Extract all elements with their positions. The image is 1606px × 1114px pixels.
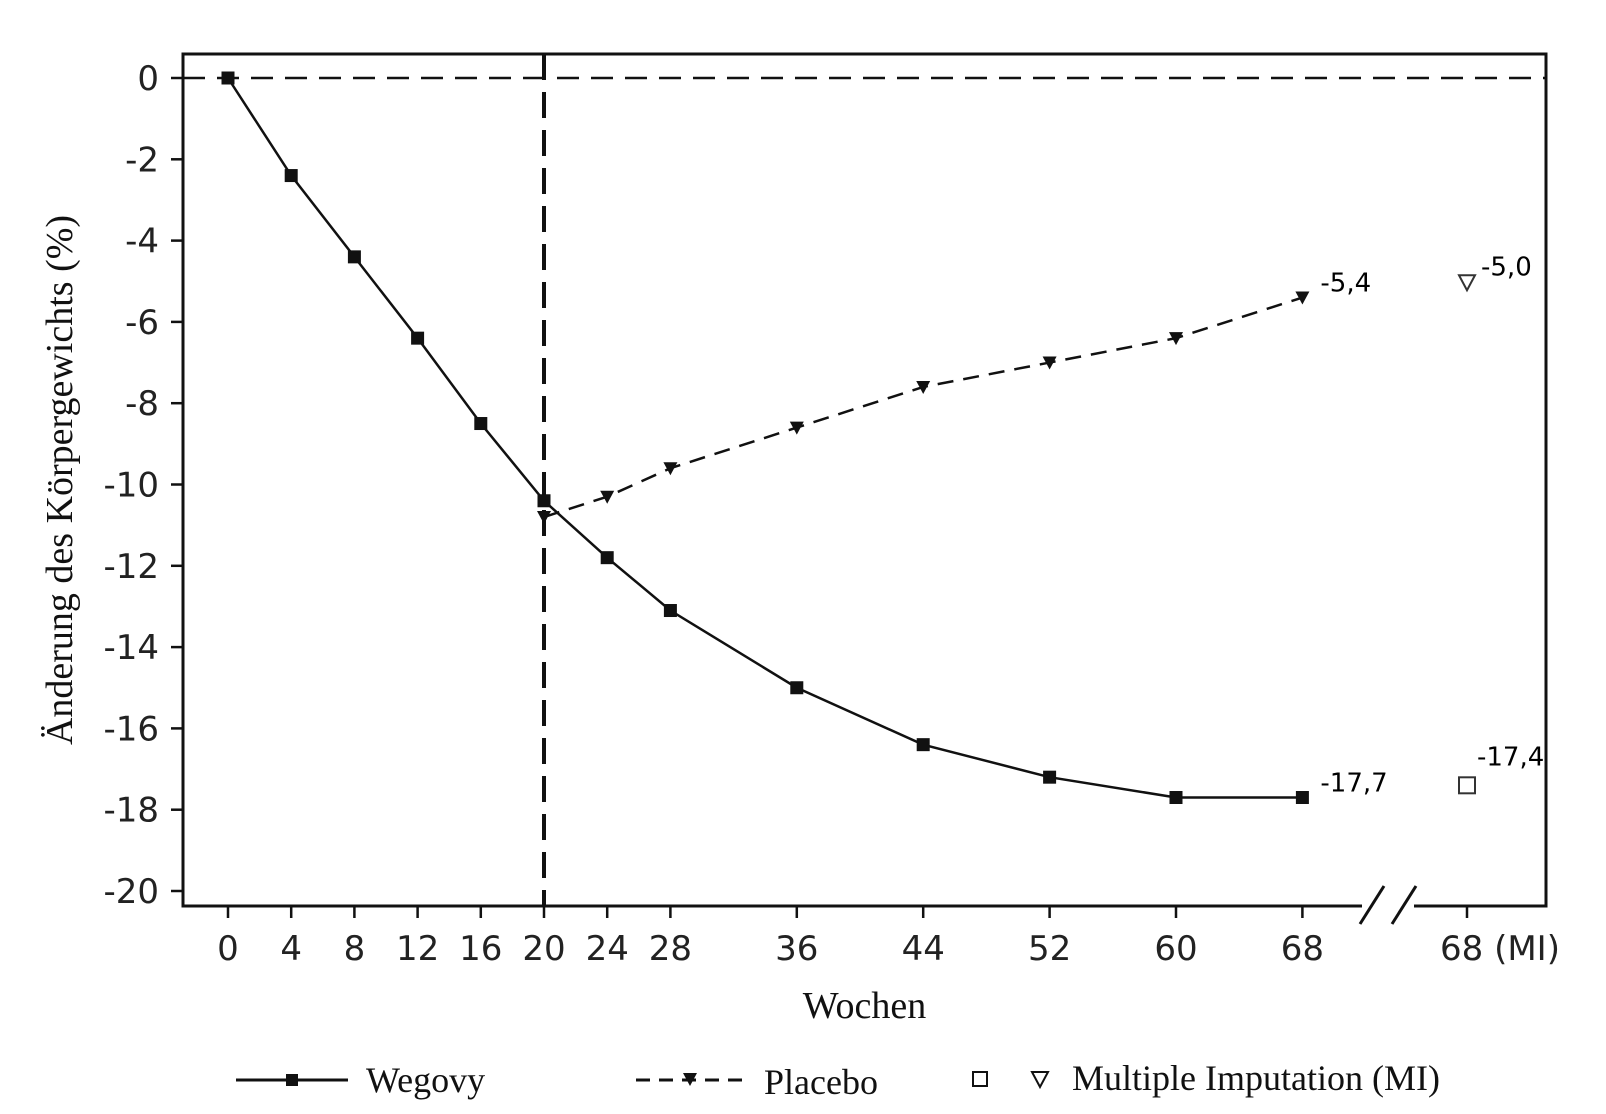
wegovy-point <box>1169 791 1183 805</box>
x-axis-title: Wochen <box>803 985 927 1027</box>
x-tick-label: 16 <box>459 929 502 969</box>
y-tick-label: -18 <box>103 791 159 831</box>
wegovy-mi-point <box>1458 776 1476 795</box>
axis-break-mark <box>1358 885 1418 925</box>
legend-item-placebo: Placebo <box>636 1062 878 1102</box>
x-tick-label: 68 (MI) <box>1440 929 1560 969</box>
x-tick-label: 20 <box>522 929 565 969</box>
y-tick-label: -4 <box>125 222 159 262</box>
placebo-mi-label: -5,0 <box>1481 252 1532 282</box>
placebo-point <box>1169 332 1183 346</box>
placebo-point <box>663 462 678 476</box>
x-tick-label: 60 <box>1154 929 1197 969</box>
x-tick-label: 24 <box>586 929 629 969</box>
legend-label-placebo: Placebo <box>764 1062 878 1102</box>
x-tick-label: 8 <box>344 929 366 969</box>
plot-frame <box>181 52 1548 908</box>
x-tick-label: 44 <box>902 929 945 969</box>
legend: Wegovy Placebo Multiple Imputation (MI) <box>236 1058 1440 1102</box>
data-labels: -17,7 -17,4 -5,4 -5,0 <box>1320 252 1544 798</box>
axis-break-slash <box>1390 885 1418 925</box>
placebo-point <box>537 511 551 525</box>
y-tick-label: 0 <box>137 59 159 99</box>
wegovy-point <box>916 738 930 752</box>
legend-open-square-marker <box>972 1071 988 1087</box>
legend-item-wegovy: Wegovy <box>236 1060 485 1100</box>
y-tick-label: -20 <box>103 872 159 912</box>
legend-triangle-marker <box>683 1073 697 1086</box>
y-tick-label: -8 <box>125 384 159 424</box>
x-tick-label: 36 <box>775 929 818 969</box>
legend-label-wegovy: Wegovy <box>366 1060 485 1100</box>
legend-label-mi: Multiple Imputation (MI) <box>1072 1058 1440 1098</box>
placebo-end-label: -5,4 <box>1320 269 1371 299</box>
placebo-line <box>543 296 1303 519</box>
legend-square-marker <box>286 1074 298 1086</box>
axis-break-slash <box>1358 885 1386 925</box>
x-tick-label: 12 <box>396 929 439 969</box>
x-axis: 0 4 8 12 16 20 24 28 36 44 52 60 68 68 (MI) <box>217 906 1560 969</box>
wegovy-point <box>221 71 235 85</box>
x-tick-label: 0 <box>217 929 239 969</box>
placebo-mi-point <box>1457 274 1477 293</box>
wegovy-point <box>663 604 677 618</box>
y-tick-label: -16 <box>103 709 159 749</box>
wegovy-point <box>1295 791 1309 805</box>
legend-item-mi: Multiple Imputation (MI) <box>972 1058 1440 1098</box>
wegovy-point <box>790 681 804 695</box>
y-tick-label: -12 <box>103 547 159 587</box>
y-axis-title: Änderung des Körpergewichts (%) <box>39 215 81 745</box>
wegovy-point <box>347 250 361 264</box>
wegovy-point <box>284 169 298 183</box>
legend-open-triangle-marker <box>1030 1071 1050 1090</box>
x-tick-label: 4 <box>280 929 302 969</box>
x-tick-label: 68 <box>1281 929 1324 969</box>
placebo-point <box>1042 356 1057 370</box>
wegovy-point <box>537 494 551 508</box>
wegovy-point <box>474 417 488 431</box>
wegovy-point <box>600 551 614 565</box>
wegovy-mi-label: -17,4 <box>1477 742 1544 772</box>
placebo-point <box>916 380 931 394</box>
reference-lines <box>183 54 1546 906</box>
placebo-point <box>600 490 615 504</box>
y-tick-label: -14 <box>103 628 159 668</box>
wegovy-end-label: -17,7 <box>1320 769 1387 799</box>
wegovy-point <box>411 331 425 345</box>
x-tick-label: 52 <box>1028 929 1071 969</box>
wegovy-point <box>1043 770 1057 784</box>
axis-break-gap <box>1362 902 1414 911</box>
x-tick-label: 28 <box>649 929 692 969</box>
y-tick-label: -6 <box>125 303 159 343</box>
y-tick-label: -2 <box>125 140 159 180</box>
placebo-point <box>1295 291 1310 305</box>
placebo-point <box>789 421 804 435</box>
series-layer <box>221 71 1477 805</box>
y-axis: 0 -2 -4 -6 -8 -10 -12 -14 -16 -18 -20 <box>103 59 183 912</box>
y-tick-label: -10 <box>103 466 159 506</box>
